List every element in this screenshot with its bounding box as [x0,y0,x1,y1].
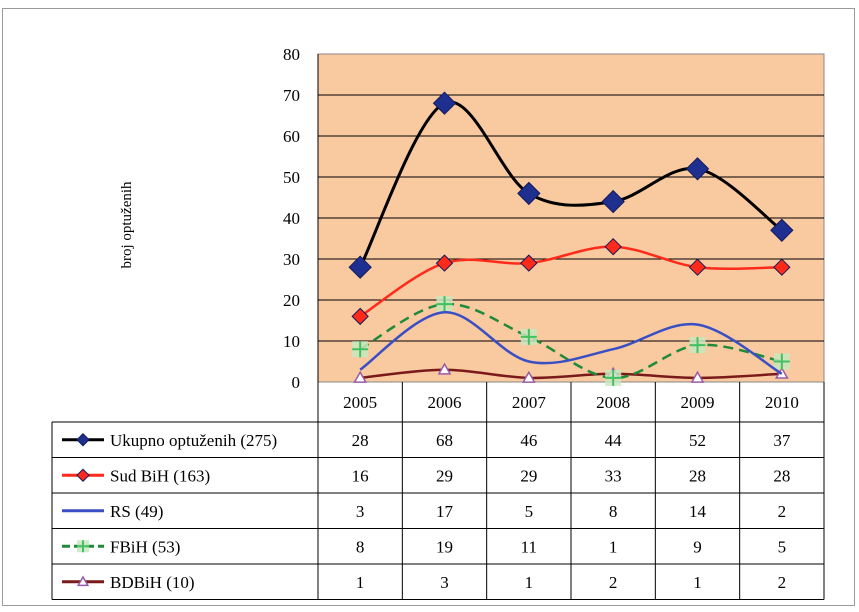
table-cell-value: 37 [773,431,791,450]
data-point-diamond [773,258,791,276]
data-point-triangle [437,362,452,375]
x-category-label: 2009 [681,393,715,412]
y-tick-label: 10 [283,332,300,351]
table-cell-value: 46 [520,431,537,450]
table-cell-value: 16 [352,466,369,485]
series-1 [351,237,791,326]
y-axis: 0 10 20 30 40 50 60 70 80 [283,45,319,392]
table-cell-value: 68 [436,431,453,450]
data-point-plus [773,353,790,370]
series-2 [359,311,783,375]
table-cell-value: 28 [352,431,369,450]
data-point-diamond [435,254,454,272]
table-cell-value: 8 [609,502,618,521]
table-cell-value: 1 [356,573,365,592]
series-lines [348,91,794,386]
data-point-triangle [521,370,536,383]
table-cell-value: 3 [356,502,365,521]
x-category-label: 2007 [512,393,547,412]
table-cell-value: 17 [436,502,454,521]
data-point-triangle [690,370,705,383]
data-point-diamond [685,157,710,181]
legend-label: Sud BiH (163) [110,466,210,485]
table-cell-value: 33 [605,466,622,485]
series-0 [348,91,794,279]
plot-area [317,53,825,383]
data-point-triangle [76,575,90,587]
data-point-triangle [353,370,368,383]
series-line [359,302,783,380]
series-line [359,311,783,375]
data-point-diamond [770,218,794,243]
y-tick-label: 20 [283,291,300,310]
data-point-diamond [520,254,538,272]
table-cell-value: 2 [778,502,787,521]
x-category-label: 2006 [428,393,462,412]
x-category-label: 2005 [343,393,377,412]
data-point-plus [77,540,89,553]
y-tick-label: 60 [283,127,300,146]
data-point-diamond [688,258,707,276]
table-cell-value: 3 [440,573,449,592]
legend-label: FBiH (53) [110,537,180,556]
table-cell-value: 29 [520,466,537,485]
y-tick-label: 50 [283,168,300,187]
data-point-diamond [348,255,372,279]
data-point-plus [352,341,369,358]
table-cell-value: 28 [689,466,706,485]
legend-label: Ukupno optuženih (275) [110,431,277,450]
data-point-diamond [76,468,90,482]
table-cell-value: 14 [689,502,707,521]
data-point-plus [436,296,453,313]
table-cell-value: 11 [521,537,537,556]
data-point-plus [689,337,706,354]
data-point-plus [605,369,622,386]
x-category-label: 2010 [765,393,799,412]
table-cell-value: 44 [605,431,623,450]
data-point-diamond [351,307,369,326]
data-point-diamond [517,181,541,206]
y-tick-label: 30 [283,250,300,269]
table-cell-value: 52 [689,431,706,450]
data-point-diamond [432,91,457,115]
y-tick-label: 40 [283,209,300,228]
series-3 [352,296,790,386]
table-cell-value: 9 [693,537,702,556]
table-cell-value: 28 [773,466,790,485]
table-cell-value: 8 [356,537,365,556]
table-cell-value: 19 [436,537,453,556]
table-cell-value: 2 [609,573,618,592]
table-cell-value: 2 [778,573,787,592]
table-cell-value: 1 [525,573,534,592]
data-point-plus [520,328,537,345]
series-line [360,368,782,380]
data-point-diamond [604,237,622,256]
legend-label: BDBiH (10) [110,573,195,592]
data-point-diamond [76,433,90,447]
data-point-diamond [601,189,625,214]
y-axis-label: broj optuženih [119,181,135,269]
table-cell-value: 29 [436,466,453,485]
y-tick-label: 80 [283,45,300,64]
y-tick-label: 0 [292,373,301,392]
legend-label: RS (49) [110,502,163,521]
table-cell-value: 1 [693,573,702,592]
y-tick-label: 70 [283,86,300,105]
data-table: 2005 2006 2007 2008 2009 2010 Ukupno optuženih… [51,382,825,600]
table-cell-value: 5 [778,537,787,556]
table-cell-value: 5 [525,502,534,521]
x-category-label: 2008 [596,393,630,412]
table-cell-value: 1 [609,537,618,556]
